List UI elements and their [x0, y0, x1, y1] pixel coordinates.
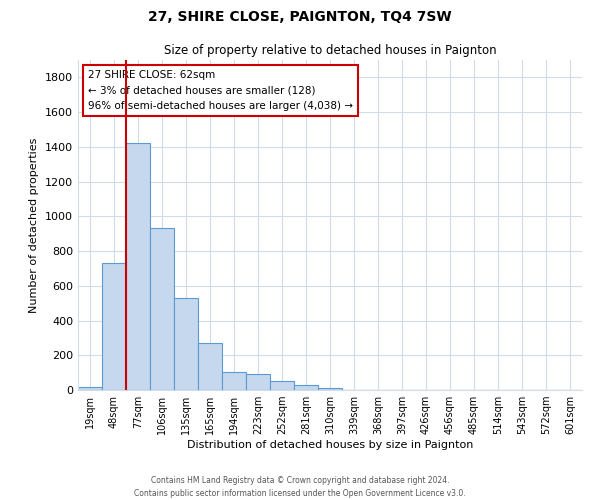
- X-axis label: Distribution of detached houses by size in Paignton: Distribution of detached houses by size …: [187, 440, 473, 450]
- Text: 27 SHIRE CLOSE: 62sqm
← 3% of detached houses are smaller (128)
96% of semi-deta: 27 SHIRE CLOSE: 62sqm ← 3% of detached h…: [88, 70, 353, 111]
- Bar: [270, 382, 294, 390]
- Bar: [198, 343, 222, 390]
- Bar: [222, 372, 246, 390]
- Bar: [318, 388, 342, 390]
- Bar: [294, 385, 318, 390]
- Y-axis label: Number of detached properties: Number of detached properties: [29, 138, 40, 312]
- Bar: [150, 228, 174, 390]
- Bar: [126, 144, 150, 390]
- Text: Contains HM Land Registry data © Crown copyright and database right 2024.
Contai: Contains HM Land Registry data © Crown c…: [134, 476, 466, 498]
- Bar: [246, 374, 270, 390]
- Text: 27, SHIRE CLOSE, PAIGNTON, TQ4 7SW: 27, SHIRE CLOSE, PAIGNTON, TQ4 7SW: [148, 10, 452, 24]
- Bar: [78, 386, 102, 390]
- Title: Size of property relative to detached houses in Paignton: Size of property relative to detached ho…: [164, 44, 496, 58]
- Bar: [174, 298, 198, 390]
- Bar: [102, 263, 126, 390]
